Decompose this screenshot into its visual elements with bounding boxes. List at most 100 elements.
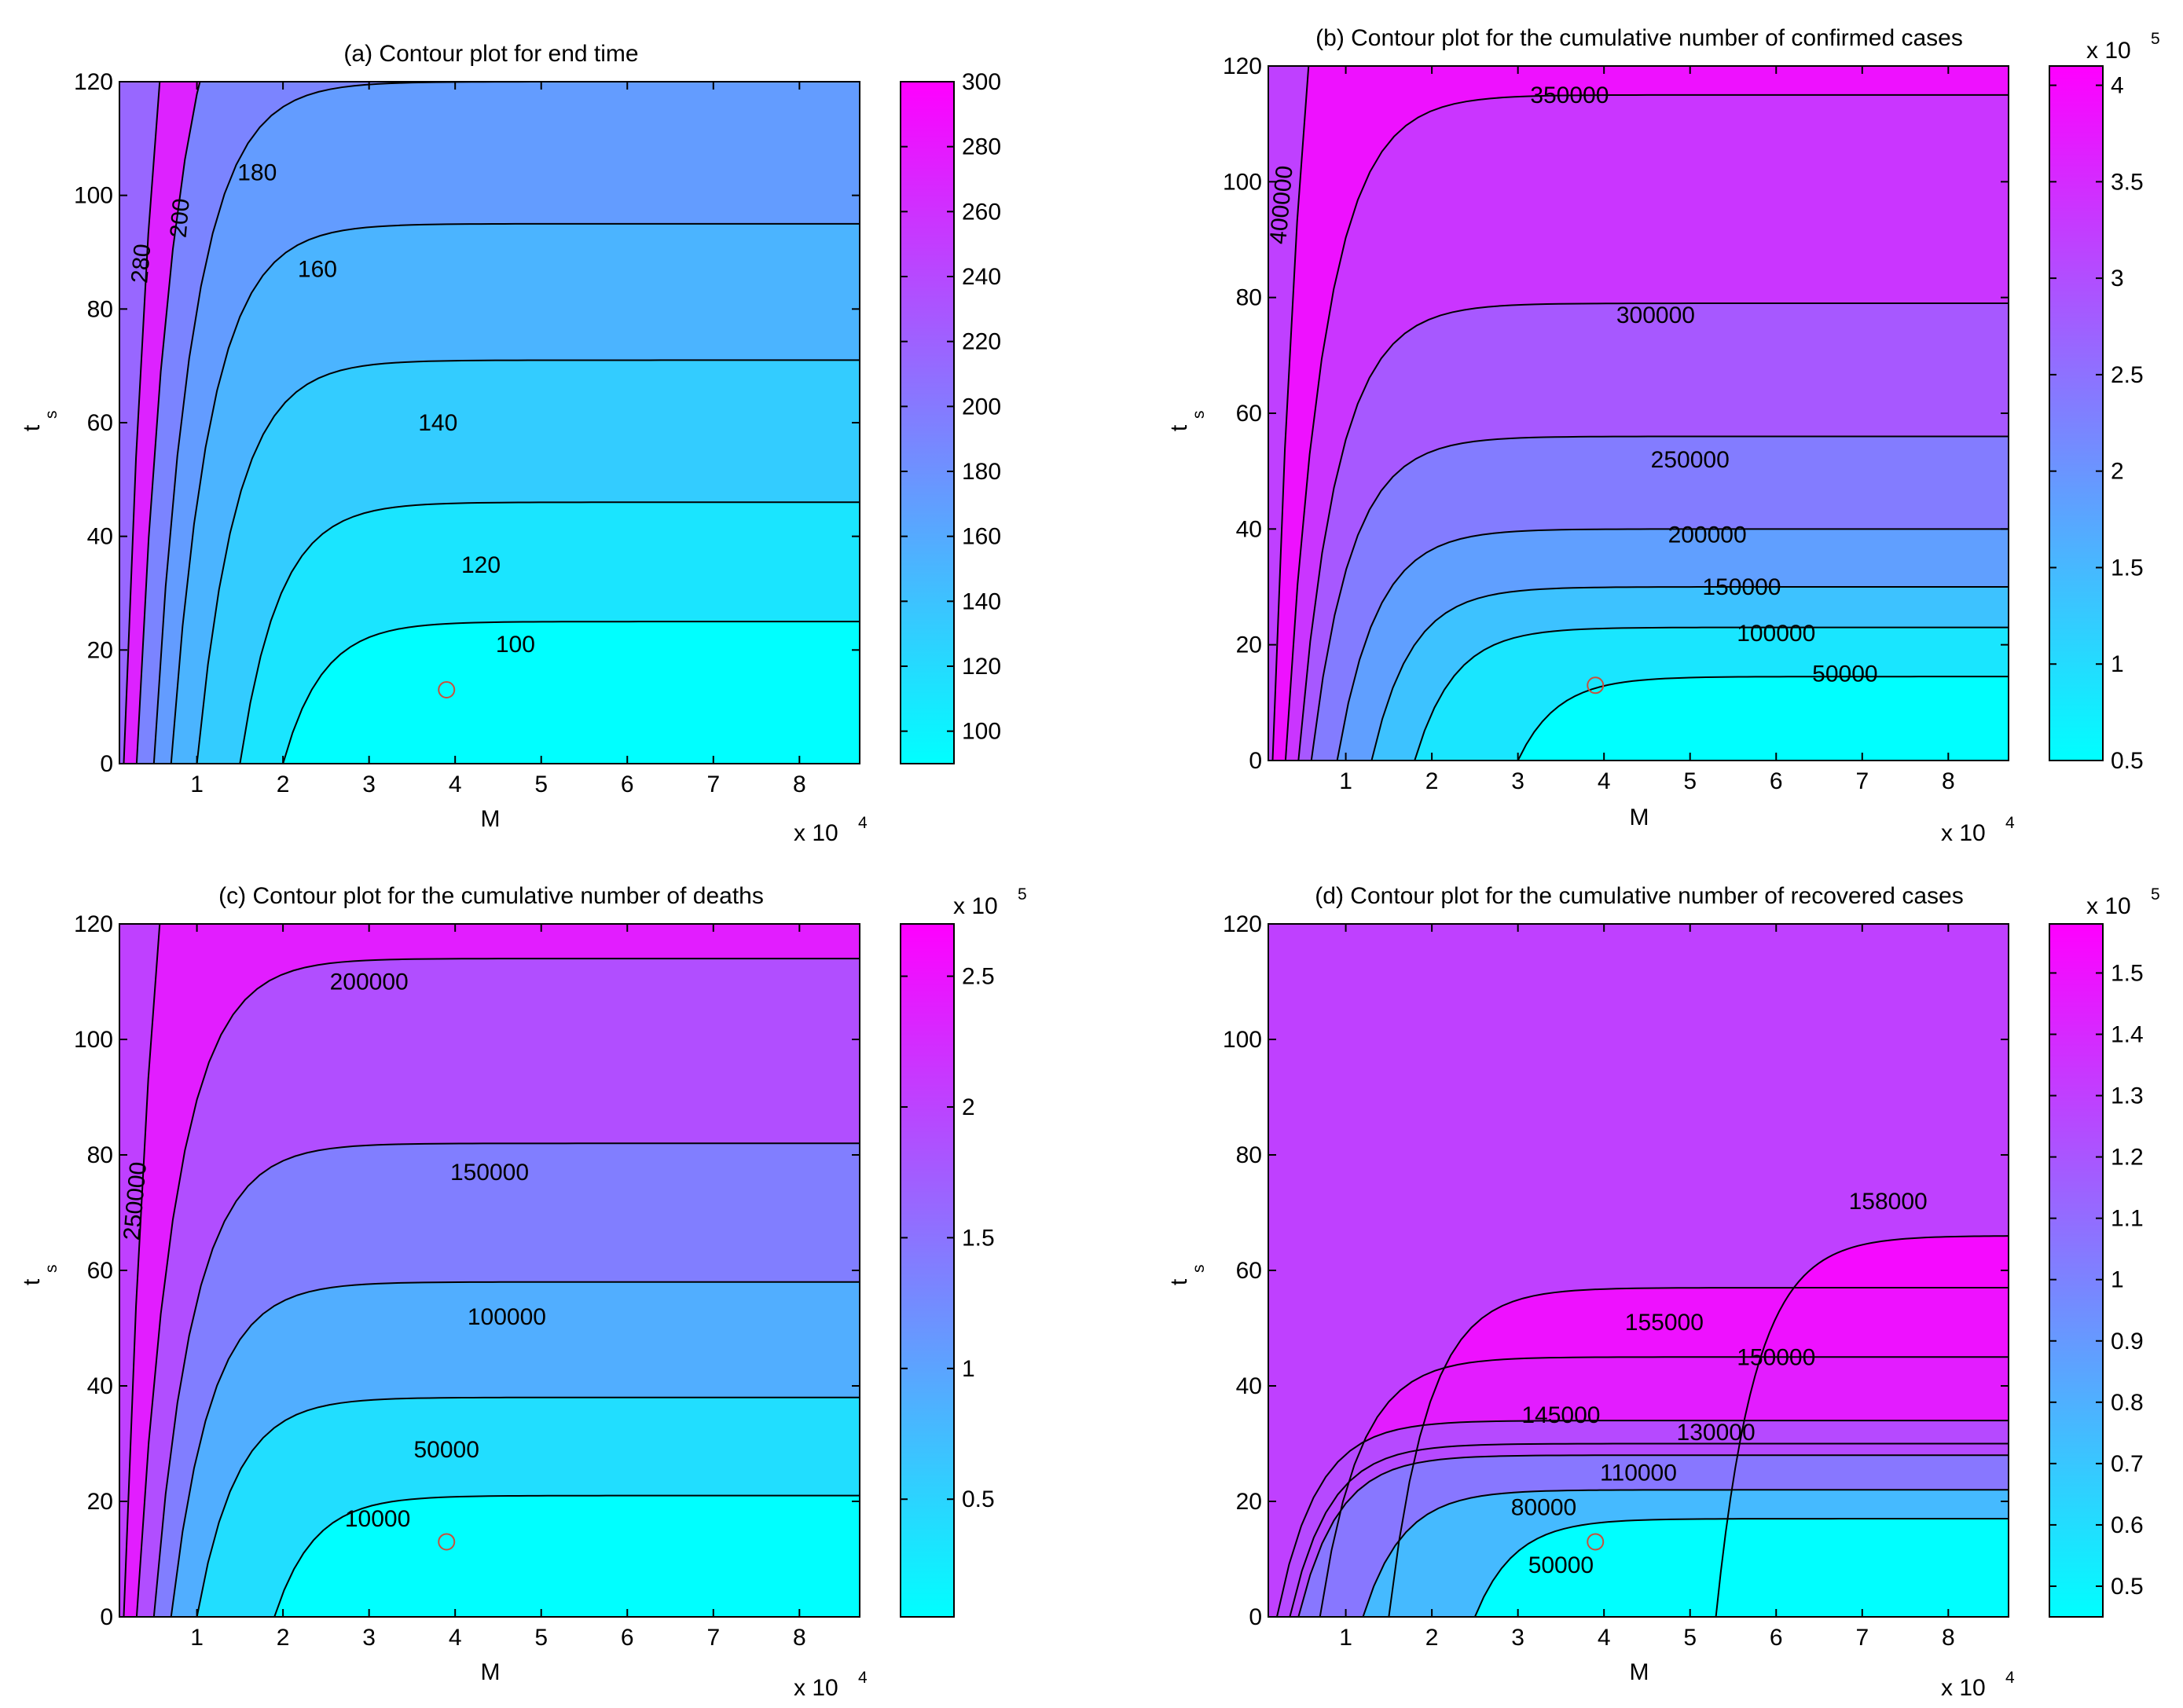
y-tick-label: 60 bbox=[1236, 401, 1262, 427]
contour-line-130000 bbox=[1275, 1420, 2009, 1617]
x-tick-label: 1 bbox=[190, 772, 204, 797]
panel-1-colorbar: 0.5 1 1.5 2 2.5 3 3.5 4 bbox=[2049, 65, 2144, 774]
x-tick-label: 8 bbox=[1942, 768, 1955, 794]
colorbar-tick-label: 0.9 bbox=[2111, 1329, 2144, 1354]
colorbar-tick-label: 180 bbox=[962, 459, 1001, 485]
panel-b: (b) Contour plot for the cumulative numb… bbox=[1166, 25, 2160, 846]
x-tick-label: 5 bbox=[534, 772, 548, 797]
contour-label-250000: 250000 bbox=[1651, 447, 1730, 473]
contour-line-110000 bbox=[1297, 1454, 2009, 1617]
colorbar-tick-label: 220 bbox=[962, 329, 1001, 355]
contour-label-280: 280 bbox=[127, 243, 156, 284]
contour-line-120 bbox=[239, 501, 860, 764]
colorbar-tick-label: 280 bbox=[962, 134, 1001, 160]
contour-label-160: 160 bbox=[298, 257, 337, 283]
colorbar-tick-label: 1.3 bbox=[2111, 1083, 2144, 1109]
contour-label-350000: 350000 bbox=[1530, 82, 1609, 108]
contour-label-155000: 155000 bbox=[1625, 1310, 1704, 1336]
y-tick-label: 80 bbox=[1236, 285, 1262, 311]
contour-label-150000: 150000 bbox=[450, 1160, 529, 1186]
contour-line-158000 bbox=[1715, 1235, 2009, 1617]
panel-b-title: (b) Contour plot for the cumulative numb… bbox=[1315, 25, 1963, 51]
panel-d-x-multiplier: x 10 bbox=[1941, 1675, 1986, 1701]
contour-line-150000 bbox=[152, 1142, 860, 1617]
contour-line-100 bbox=[282, 621, 860, 764]
panel-c-title: (c) Contour plot for the cumulative numb… bbox=[218, 883, 764, 909]
y-tick-label: 100 bbox=[74, 183, 113, 209]
contour-line-200000 bbox=[1336, 528, 2009, 761]
panel-3-field bbox=[1268, 924, 2009, 1617]
svg-text:t: t bbox=[19, 1278, 45, 1285]
colorbar-tick-label: 1.4 bbox=[2111, 1021, 2144, 1047]
colorbar-tick-label: 0.5 bbox=[962, 1486, 995, 1512]
colorbar-tick-label: 140 bbox=[962, 588, 1001, 614]
contour-label-100000: 100000 bbox=[468, 1304, 546, 1330]
colorbar-tick-label: 1.5 bbox=[2111, 555, 2144, 581]
x-tick-label: 1 bbox=[1339, 768, 1352, 794]
x-tick-label: 8 bbox=[793, 772, 806, 797]
contour-line-100000 bbox=[1414, 626, 2009, 761]
y-tick-label: 0 bbox=[100, 751, 113, 777]
y-tick-label: 120 bbox=[74, 69, 113, 95]
colorbar-tick-label: 2 bbox=[962, 1094, 975, 1120]
y-tick-label: 60 bbox=[87, 1258, 113, 1284]
contour-line-300000 bbox=[1297, 302, 2009, 761]
panel-2-field bbox=[119, 924, 860, 1617]
panel-d: (d) Contour plot for the cumulative numb… bbox=[1166, 883, 2160, 1701]
y-tick-label: 80 bbox=[87, 1142, 113, 1168]
contour-line-155000 bbox=[1388, 1287, 2009, 1617]
panel-2-region-lowest bbox=[274, 1495, 860, 1617]
colorbar-tick-label: 2.5 bbox=[2111, 362, 2144, 388]
x-tick-label: 7 bbox=[706, 1625, 720, 1651]
svg-text:s: s bbox=[1190, 1265, 1208, 1274]
panel-0-region-lowest bbox=[283, 621, 860, 764]
panel-1-field bbox=[1268, 66, 2009, 761]
panel-d-title: (d) Contour plot for the cumulative numb… bbox=[1315, 883, 1963, 909]
contour-label-50000: 50000 bbox=[1528, 1552, 1594, 1578]
panel-c-x-multiplier: x 10 bbox=[794, 1675, 838, 1701]
y-tick-label: 0 bbox=[1249, 1604, 1262, 1630]
colorbar-tick-label: 1.5 bbox=[2111, 960, 2144, 986]
contour-label-150000: 150000 bbox=[1702, 574, 1781, 600]
x-tick-label: 4 bbox=[1598, 768, 1611, 794]
contour-label-120: 120 bbox=[461, 552, 501, 578]
panel-b-x-multiplier: x 10 bbox=[1941, 820, 1986, 846]
panel-b-ylabel: t s bbox=[1166, 411, 1208, 432]
y-tick-label: 60 bbox=[1236, 1258, 1262, 1284]
panel-c-x-multiplier-exp: 4 bbox=[858, 1669, 868, 1687]
y-tick-label: 60 bbox=[87, 410, 113, 436]
x-tick-label: 4 bbox=[449, 1625, 462, 1651]
y-tick-label: 100 bbox=[1223, 1027, 1262, 1053]
panel-d-cb-multiplier-exp: 5 bbox=[2151, 885, 2160, 903]
svg-text:s: s bbox=[1190, 411, 1208, 420]
y-tick-label: 0 bbox=[100, 1604, 113, 1630]
contour-label-200000: 200000 bbox=[330, 969, 409, 995]
panel-b-cb-multiplier-exp: 5 bbox=[2151, 30, 2160, 48]
contour-line-150000 bbox=[1319, 1356, 2009, 1617]
contour-line-50000 bbox=[1517, 676, 2009, 761]
x-tick-label: 6 bbox=[1770, 768, 1783, 794]
colorbar-tick-label: 300 bbox=[962, 69, 1001, 95]
x-tick-label: 4 bbox=[1598, 1625, 1611, 1651]
colorbar-gradient bbox=[2049, 65, 2104, 761]
contour-label-140: 140 bbox=[418, 410, 457, 436]
x-tick-label: 3 bbox=[1511, 768, 1524, 794]
contour-label-145000: 145000 bbox=[1521, 1402, 1600, 1428]
x-tick-label: 5 bbox=[534, 1625, 548, 1651]
colorbar-tick-label: 1.5 bbox=[962, 1225, 995, 1251]
colorbar-tick-label: 3.5 bbox=[2111, 169, 2144, 195]
contour-label-50000: 50000 bbox=[1812, 662, 1877, 687]
x-tick-label: 7 bbox=[706, 772, 720, 797]
colorbar-gradient bbox=[2049, 923, 2104, 1618]
x-tick-label: 2 bbox=[277, 772, 290, 797]
y-tick-label: 120 bbox=[1223, 53, 1262, 79]
colorbar-tick-label: 1.1 bbox=[2111, 1206, 2144, 1232]
colorbar-tick-label: 2.5 bbox=[962, 964, 995, 990]
panel-0-colorbar: 100 120 140 160 180 200 220 240 260 280 300 bbox=[900, 69, 1001, 764]
contour-label-10000: 10000 bbox=[345, 1506, 410, 1532]
panel-b-cb-multiplier: x 10 bbox=[2086, 38, 2131, 64]
y-tick-label: 120 bbox=[1223, 911, 1262, 937]
